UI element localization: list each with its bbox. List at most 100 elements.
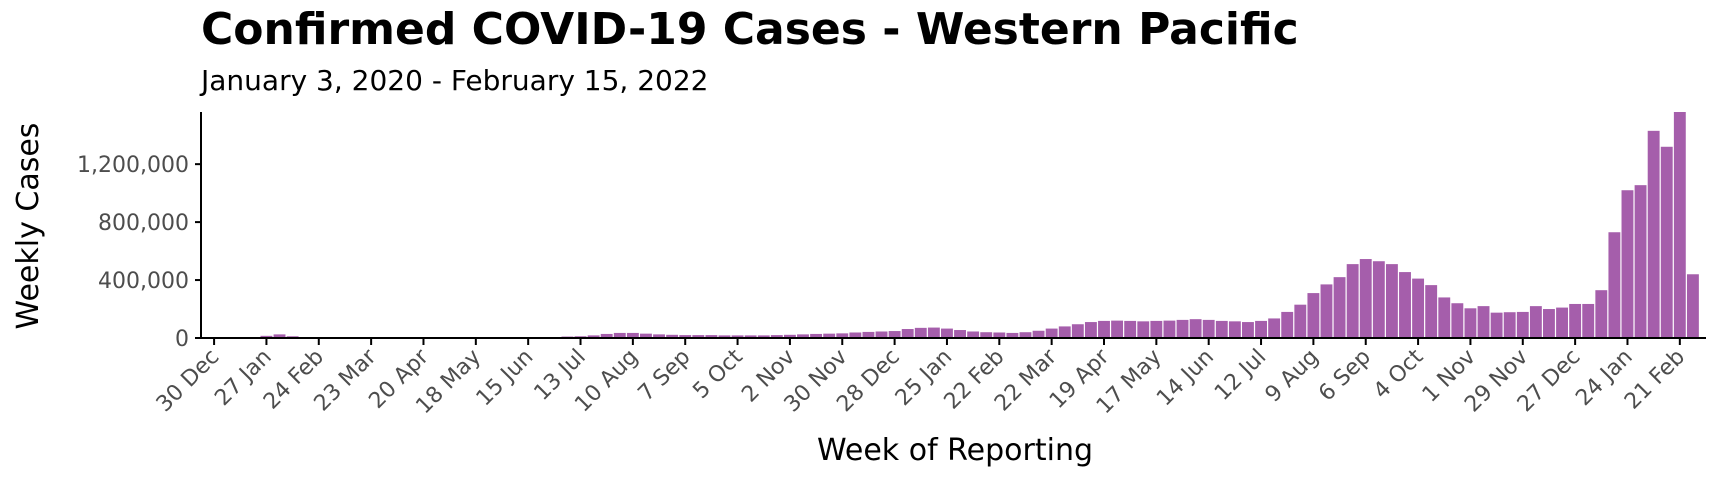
bar (888, 331, 901, 338)
x-tick-label: 15 Jun (472, 345, 539, 412)
bar (1071, 324, 1084, 338)
bar (1412, 278, 1425, 338)
bar (797, 334, 809, 338)
bar (1503, 312, 1516, 338)
bar (1032, 330, 1045, 338)
bar (260, 335, 273, 338)
bar (1268, 318, 1281, 338)
bar (862, 331, 875, 338)
bar (718, 335, 731, 338)
bar (1438, 297, 1451, 338)
bar (1464, 308, 1477, 338)
bar (1660, 146, 1673, 338)
bar (1372, 261, 1385, 338)
bar (1228, 321, 1241, 338)
bar (1111, 320, 1124, 338)
bar (666, 334, 679, 338)
bar (1333, 277, 1346, 338)
x-tick-label: 6 Sep (1314, 345, 1376, 407)
bar (600, 333, 613, 338)
bar (849, 332, 862, 338)
x-axis-title: Week of Reporting (817, 433, 1093, 468)
bar (273, 334, 286, 338)
bar (1242, 322, 1254, 338)
y-tick-label: 0 (175, 327, 189, 352)
bar (1294, 304, 1307, 338)
bar (731, 335, 744, 338)
bar (1608, 232, 1621, 338)
bar (705, 335, 718, 338)
bar (1385, 264, 1398, 338)
y-axis-title: Weekly Cases (11, 123, 46, 330)
bar (1477, 306, 1490, 338)
bar-group (208, 112, 1699, 338)
bar (1516, 311, 1529, 338)
bar (626, 332, 639, 338)
bar (1346, 264, 1359, 338)
bar (1451, 303, 1464, 338)
bar (1490, 312, 1503, 338)
bar (587, 335, 600, 338)
x-tick-label: 4 Oct (1369, 344, 1429, 404)
x-tick-label: 9 Aug (1261, 345, 1324, 408)
y-tick-label: 1,200,000 (77, 153, 189, 178)
bar (980, 332, 993, 338)
bar (1150, 320, 1163, 338)
bar (783, 334, 796, 338)
y-axis: 0 400,000 800,000 1,200,000 (77, 112, 202, 352)
bar (1320, 284, 1333, 338)
bar (1006, 332, 1019, 338)
bar (1084, 322, 1097, 338)
bar (836, 333, 849, 338)
bar (692, 335, 705, 338)
bar (1124, 320, 1137, 338)
bar (941, 328, 953, 338)
bar (810, 333, 823, 338)
bar (770, 335, 783, 338)
bar (1634, 185, 1647, 338)
bar (901, 329, 914, 338)
bar (875, 331, 888, 338)
bar (1281, 311, 1294, 338)
x-tick-label: 5 Oct (688, 344, 748, 404)
x-tick-label: 30 Dec (152, 345, 225, 418)
bar (1686, 274, 1699, 338)
bar (1529, 306, 1542, 338)
bar (653, 334, 665, 338)
bar (1582, 303, 1595, 338)
bar (640, 333, 652, 338)
bar (1176, 319, 1189, 338)
bar (1255, 320, 1267, 338)
bar (679, 335, 692, 338)
chart-subtitle: January 3, 2020 - February 15, 2022 (201, 64, 709, 97)
x-tick-label: 12 Jul (1210, 345, 1271, 406)
x-tick-label: 7 Sep (634, 345, 696, 407)
bar (1399, 272, 1411, 338)
bar (927, 327, 940, 338)
bar (613, 332, 626, 338)
bar (1019, 332, 1032, 338)
bar (1202, 319, 1215, 338)
bar (1569, 303, 1582, 338)
bar (967, 331, 980, 338)
bar (1058, 326, 1071, 338)
bar (954, 330, 966, 338)
bar (1556, 307, 1568, 338)
bar (914, 327, 927, 338)
bar (1137, 321, 1150, 338)
bar (1045, 328, 1058, 338)
bar (744, 335, 757, 338)
bar (823, 333, 836, 338)
bar (1359, 259, 1372, 338)
bar (1189, 319, 1202, 338)
bar (1163, 320, 1176, 338)
y-tick-label: 800,000 (98, 211, 189, 236)
bar (993, 332, 1006, 338)
bar (1098, 320, 1110, 338)
x-tick-label: 14 Jun (1152, 345, 1219, 412)
bar (1647, 130, 1660, 338)
bar (1215, 320, 1228, 338)
bar (1543, 309, 1555, 338)
